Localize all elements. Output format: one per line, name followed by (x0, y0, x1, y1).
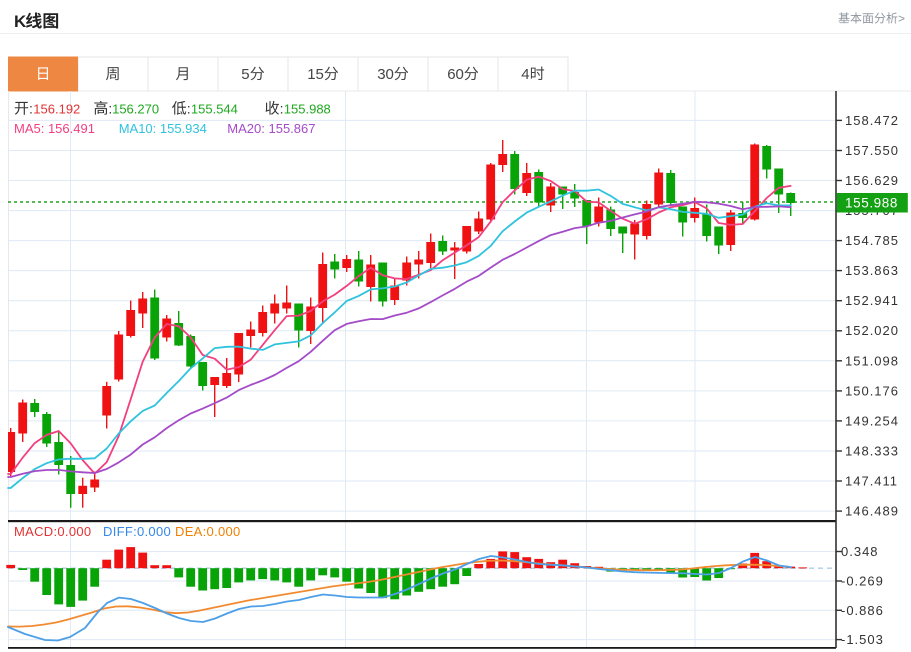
svg-text:155.544: 155.544 (191, 102, 238, 117)
svg-text:1: 1 (307, 66, 315, 83)
svg-text:156.270: 156.270 (112, 102, 159, 117)
svg-text:6: 6 (447, 66, 455, 83)
svg-text:157.550: 157.550 (845, 143, 899, 158)
svg-text:>: > (898, 12, 905, 26)
svg-text:156.192: 156.192 (33, 102, 80, 117)
svg-text:155.988: 155.988 (845, 196, 898, 211)
svg-text:MA5: 156.491: MA5: 156.491 (14, 121, 95, 136)
svg-text:3: 3 (377, 66, 385, 83)
svg-text:154.785: 154.785 (845, 233, 899, 248)
svg-text:MACD:0.000: MACD:0.000 (14, 524, 91, 539)
svg-text:K: K (14, 12, 27, 31)
svg-text:150.176: 150.176 (845, 383, 899, 398)
svg-text:5: 5 (241, 66, 249, 83)
svg-text:152.020: 152.020 (845, 323, 899, 338)
svg-text:146.489: 146.489 (845, 504, 899, 519)
svg-text:148.333: 148.333 (845, 444, 899, 459)
svg-text:0: 0 (386, 66, 394, 83)
svg-text:MA20: 155.867: MA20: 155.867 (227, 121, 315, 136)
svg-text:158.472: 158.472 (845, 113, 899, 128)
svg-text:0: 0 (456, 66, 464, 83)
svg-text:5: 5 (316, 66, 324, 83)
svg-text:149.254: 149.254 (845, 413, 899, 428)
svg-text:-1.503: -1.503 (841, 632, 884, 647)
svg-text:151.098: 151.098 (845, 353, 899, 368)
svg-text:-0.269: -0.269 (841, 574, 884, 589)
svg-text:-0.886: -0.886 (841, 603, 884, 618)
svg-text:153.863: 153.863 (845, 263, 899, 278)
svg-text::: : (187, 101, 191, 117)
svg-text:147.411: 147.411 (845, 474, 898, 489)
svg-text:152.941: 152.941 (845, 293, 899, 308)
svg-text:156.629: 156.629 (845, 173, 899, 188)
svg-text:MA10: 155.934: MA10: 155.934 (119, 121, 207, 136)
svg-text:DEA:0.000: DEA:0.000 (175, 524, 241, 539)
svg-text:DIFF:0.000: DIFF:0.000 (103, 524, 171, 539)
svg-text:4: 4 (521, 66, 529, 83)
svg-text::: : (29, 101, 33, 117)
svg-text::: : (108, 101, 112, 117)
svg-text:155.988: 155.988 (284, 102, 331, 117)
svg-text::: : (280, 101, 284, 117)
svg-text:0.348: 0.348 (841, 544, 879, 559)
